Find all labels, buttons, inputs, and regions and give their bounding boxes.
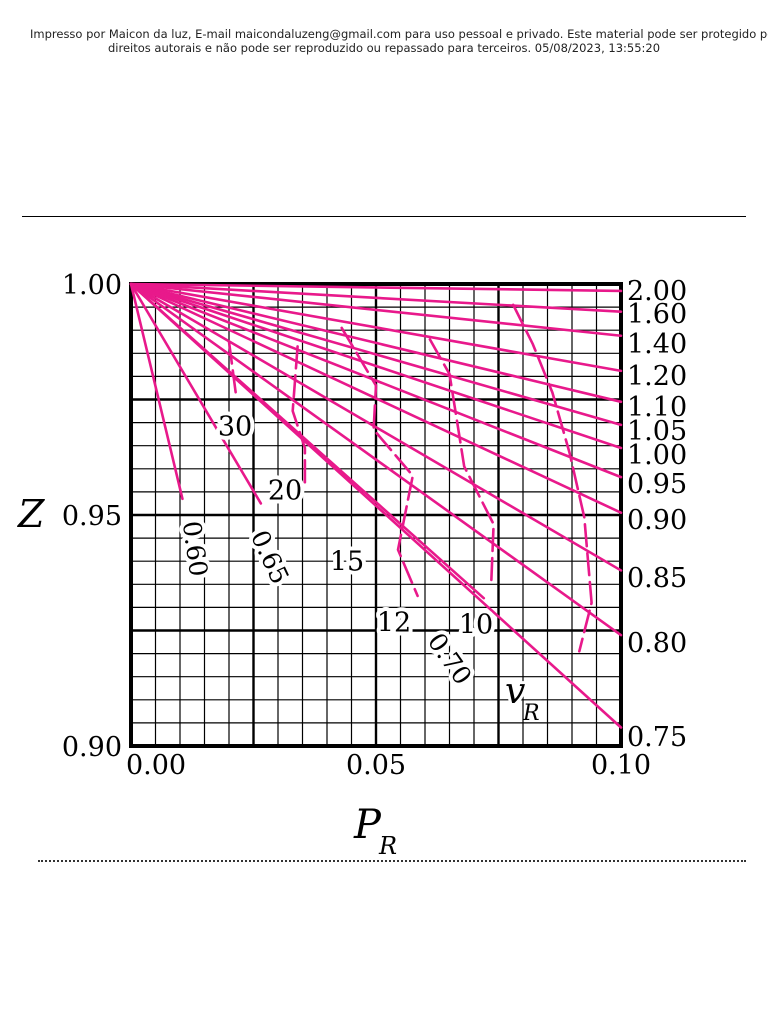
isochore-label-10: 10: [459, 610, 493, 641]
isotherm-line-1.40: [129, 282, 623, 338]
isotherm-line-0.80: [129, 282, 623, 637]
y-axis-title: Z: [17, 492, 45, 536]
isotherm-line-1.20: [129, 282, 623, 373]
isochore-line-12: [428, 338, 495, 588]
isotherm-label-0-60: 0.60: [177, 519, 213, 578]
x-axis-title: P: [353, 802, 382, 848]
x-axis-title-subscript: R: [378, 832, 397, 860]
isochore-line-10: [511, 303, 593, 653]
x-tick-label: 0.05: [346, 750, 406, 781]
isotherm-label-right: 1.10: [627, 392, 687, 423]
isotherm-label-right: 1.60: [627, 299, 687, 330]
watermark-line-1: Impresso por Maicon da luz, E-mail maico…: [30, 27, 768, 41]
isotherm-label-right: 0.95: [627, 469, 687, 500]
y-tick-label: 0.95: [62, 501, 122, 532]
isochore-line-30: [227, 340, 238, 399]
watermark-line-2: direitos autorais e não pode ser reprodu…: [107, 41, 661, 55]
isotherm-line-0.95: [129, 282, 623, 479]
isotherm-label-right: 1.05: [627, 416, 687, 447]
isochore-line-20: [291, 345, 307, 484]
isotherm-label-right: 0.75: [627, 722, 687, 753]
bottom-rule: [38, 860, 746, 862]
isotherm-label-right: 2.00: [627, 276, 687, 307]
isotherm-line-1.05: [129, 282, 623, 427]
isochore-symbol: v: [505, 671, 525, 712]
top-rule: [22, 216, 746, 217]
plot-frame: [129, 282, 623, 748]
isotherm-label-right: 1.40: [627, 329, 687, 360]
y-tick-label: 1.00: [62, 270, 122, 301]
isotherm-line-0.60: [129, 282, 184, 501]
isotherm-label-right: 0.85: [627, 563, 687, 594]
isotherm-line-2.00: [129, 282, 623, 293]
isochore-label-30: 30: [218, 412, 252, 443]
isochore-symbol-subscript: R: [522, 701, 540, 726]
isotherm-label-right: 1.00: [627, 440, 687, 471]
isochore-label-12: 12: [377, 608, 411, 639]
x-tick-label: 0.00: [126, 750, 186, 781]
isotherm-line-0.65: [129, 282, 263, 505]
isotherm-line-0.85: [129, 282, 623, 572]
isochore-label-20: 20: [268, 476, 302, 507]
isotherm-label-right: 0.80: [627, 628, 687, 659]
isotherm-label-right: 0.90: [627, 505, 687, 536]
y-tick-label: 0.90: [62, 732, 122, 763]
isotherm-line-1.60: [129, 282, 623, 314]
curves: [129, 282, 623, 729]
isochore-label-15: 15: [330, 547, 364, 578]
isotherm-label-right: 1.20: [627, 361, 687, 392]
isotherm-line-0.70: [129, 282, 486, 600]
watermark: Impresso por Maicon da luz, E-mail maico…: [30, 27, 768, 55]
isotherm-line-1.10: [129, 282, 623, 404]
isotherm-line-1.00: [129, 282, 623, 450]
x-tick-label: 0.10: [591, 750, 651, 781]
